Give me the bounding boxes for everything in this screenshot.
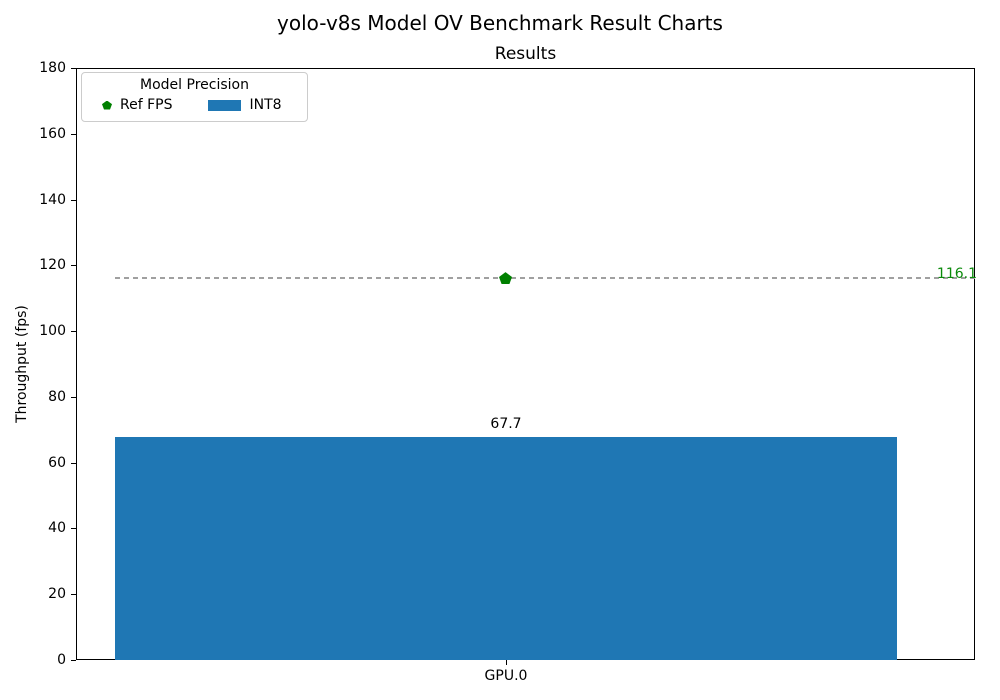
y-tick-label: 80 <box>48 388 66 405</box>
y-tick-label: 20 <box>48 586 66 603</box>
ref-fps-line <box>115 277 975 280</box>
y-tick-label: 120 <box>39 257 66 274</box>
y-tick-mark <box>71 462 76 464</box>
y-tick-label: 0 <box>57 652 66 668</box>
y-tick-label: 100 <box>39 323 66 340</box>
legend-label-int8: INT8 <box>249 97 282 113</box>
y-tick-label: 40 <box>48 520 66 537</box>
legend-label-ref-fps: Ref FPS <box>120 97 173 113</box>
y-tick-label: 140 <box>39 191 66 208</box>
y-tick-label: 160 <box>39 125 66 142</box>
bar-int8 <box>115 437 897 660</box>
y-tick-mark <box>71 133 76 135</box>
y-tick-mark <box>71 528 76 530</box>
ref-fps-marker-icon <box>499 272 512 285</box>
y-tick-mark <box>71 199 76 201</box>
y-tick-label: 180 <box>39 60 66 76</box>
y-tick-mark <box>71 331 76 333</box>
legend-marker-slot <box>94 100 120 110</box>
chart-title: yolo-v8s Model OV Benchmark Result Chart… <box>277 11 723 35</box>
bar-value-label: 67.7 <box>490 416 522 433</box>
legend: Model Precision Ref FPS INT8 <box>81 72 308 122</box>
x-tick-label: GPU.0 <box>484 668 528 684</box>
y-tick-mark <box>71 68 76 69</box>
legend-title: Model Precision <box>140 77 249 93</box>
axes-title: Results <box>494 44 557 64</box>
y-tick-mark <box>71 660 76 661</box>
y-tick-mark <box>71 594 76 596</box>
x-tick-mark <box>506 660 507 665</box>
y-tick-label: 60 <box>48 454 66 471</box>
y-tick-mark <box>71 265 76 267</box>
pentagon-marker-icon <box>102 100 112 110</box>
legend-row: Ref FPS INT8 <box>82 94 307 114</box>
ref-value-label: 116.1 <box>936 266 977 283</box>
bar-color-swatch-icon <box>208 99 242 111</box>
legend-item-ref-fps: Ref FPS <box>94 96 172 114</box>
y-tick-mark <box>71 396 76 398</box>
legend-item-int8: INT8 <box>208 96 282 114</box>
